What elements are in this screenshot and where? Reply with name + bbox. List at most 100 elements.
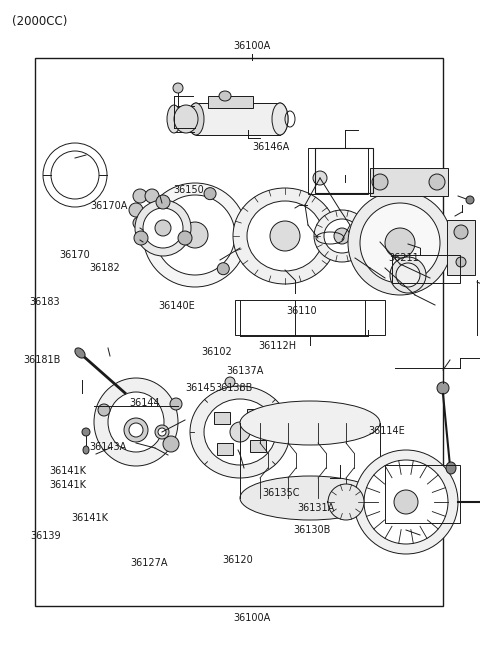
Ellipse shape [143, 183, 247, 287]
Text: 36112H: 36112H [258, 340, 297, 351]
Ellipse shape [173, 83, 183, 93]
Text: 36146A: 36146A [252, 142, 290, 152]
Ellipse shape [394, 490, 418, 514]
Text: 36137A: 36137A [226, 365, 264, 376]
Ellipse shape [170, 398, 182, 410]
Ellipse shape [204, 399, 276, 465]
Ellipse shape [225, 377, 235, 387]
Ellipse shape [83, 446, 89, 454]
Text: 36140E: 36140E [158, 300, 195, 311]
Text: 36120: 36120 [222, 554, 253, 565]
Bar [208, 96, 253, 108]
Ellipse shape [314, 210, 370, 262]
Ellipse shape [240, 401, 380, 445]
Ellipse shape [370, 230, 380, 240]
Ellipse shape [390, 257, 426, 293]
Ellipse shape [134, 231, 148, 245]
Text: 36131A: 36131A [297, 503, 335, 514]
Ellipse shape [240, 476, 380, 520]
Text: 36135C: 36135C [262, 487, 300, 498]
Ellipse shape [155, 220, 171, 236]
Text: 36100A: 36100A [233, 41, 271, 51]
Text: 36139: 36139 [30, 531, 61, 541]
Text: 36127A: 36127A [130, 558, 168, 568]
Text: (2000CC): (2000CC) [12, 16, 67, 28]
Ellipse shape [454, 225, 468, 239]
Bar [370, 168, 448, 196]
Ellipse shape [167, 105, 181, 133]
Text: 36181B: 36181B [24, 355, 61, 365]
Bar [247, 409, 264, 421]
Ellipse shape [354, 450, 458, 554]
Ellipse shape [188, 103, 204, 135]
Ellipse shape [156, 195, 170, 209]
Bar [308, 148, 368, 194]
Text: 36130B: 36130B [293, 525, 331, 535]
Ellipse shape [143, 208, 183, 248]
Ellipse shape [178, 231, 192, 245]
Ellipse shape [366, 226, 384, 244]
Text: 36141K: 36141K [72, 513, 109, 523]
Text: 36141K: 36141K [49, 466, 87, 476]
Ellipse shape [364, 250, 376, 262]
Ellipse shape [348, 191, 452, 295]
Ellipse shape [133, 189, 147, 203]
Text: 36110: 36110 [286, 306, 317, 316]
Text: 36183: 36183 [29, 297, 60, 308]
Text: 36211: 36211 [388, 253, 419, 263]
Ellipse shape [108, 392, 164, 452]
Ellipse shape [217, 262, 229, 275]
Ellipse shape [230, 422, 250, 442]
Bar [392, 255, 460, 283]
Bar [315, 148, 373, 193]
Ellipse shape [272, 103, 288, 135]
Text: 36170: 36170 [59, 249, 90, 260]
Ellipse shape [174, 105, 198, 133]
Text: 36102: 36102 [202, 347, 232, 358]
Ellipse shape [233, 188, 337, 284]
Ellipse shape [324, 219, 360, 253]
Ellipse shape [129, 203, 143, 217]
Bar [385, 465, 460, 523]
Text: 36143A: 36143A [89, 442, 127, 453]
Bar [216, 443, 233, 455]
Ellipse shape [129, 423, 143, 437]
Text: 36144: 36144 [130, 398, 160, 409]
Ellipse shape [155, 195, 235, 275]
Ellipse shape [437, 382, 449, 394]
Bar [214, 412, 229, 424]
Ellipse shape [155, 425, 169, 439]
Ellipse shape [182, 222, 208, 248]
Ellipse shape [290, 227, 300, 243]
Ellipse shape [75, 348, 85, 358]
Ellipse shape [145, 237, 157, 249]
Text: 36141K: 36141K [49, 480, 87, 491]
Ellipse shape [364, 460, 448, 544]
Ellipse shape [190, 386, 290, 478]
Ellipse shape [313, 171, 327, 185]
Ellipse shape [145, 189, 159, 203]
Ellipse shape [163, 436, 179, 452]
Ellipse shape [334, 228, 350, 244]
Ellipse shape [466, 196, 474, 204]
Ellipse shape [372, 216, 378, 224]
Ellipse shape [133, 217, 145, 229]
Ellipse shape [98, 404, 110, 416]
Ellipse shape [270, 221, 300, 251]
Bar [235, 300, 385, 335]
Text: 36182: 36182 [89, 262, 120, 273]
Ellipse shape [360, 203, 440, 283]
Bar [35, 58, 443, 606]
Ellipse shape [188, 103, 204, 135]
Ellipse shape [446, 462, 456, 474]
Text: 36145: 36145 [185, 382, 216, 393]
Text: 36138B: 36138B [215, 382, 252, 393]
Ellipse shape [385, 228, 415, 258]
Text: 36170A: 36170A [91, 201, 128, 211]
Ellipse shape [135, 200, 191, 256]
Ellipse shape [456, 257, 466, 267]
Ellipse shape [82, 428, 90, 436]
Ellipse shape [272, 103, 288, 135]
Ellipse shape [429, 174, 445, 190]
Ellipse shape [124, 418, 148, 442]
